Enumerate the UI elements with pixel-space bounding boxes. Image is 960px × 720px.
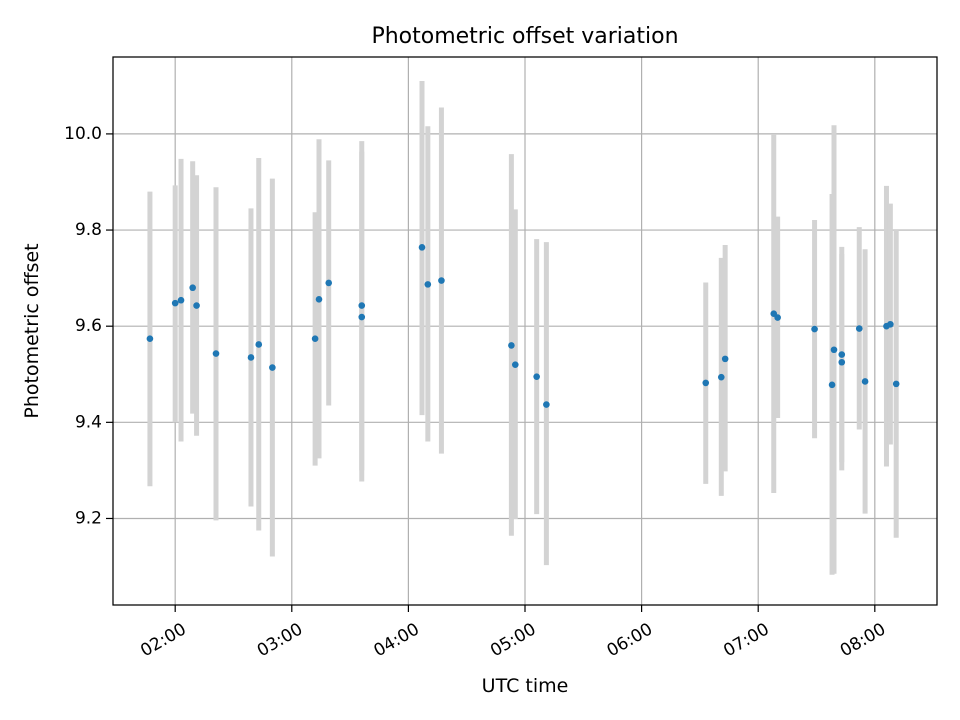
data-point bbox=[269, 364, 276, 371]
data-point bbox=[811, 325, 818, 333]
data-point bbox=[418, 244, 426, 251]
data-point bbox=[325, 279, 333, 287]
data-point bbox=[508, 342, 515, 349]
x-axis-label: UTC time bbox=[482, 675, 569, 697]
data-point bbox=[774, 314, 781, 321]
data-point bbox=[311, 335, 319, 342]
y-axis-label: Photometric offset bbox=[21, 243, 43, 418]
data-point bbox=[892, 380, 900, 388]
data-point bbox=[212, 350, 220, 357]
data-point bbox=[861, 378, 869, 385]
data-point bbox=[146, 335, 154, 342]
y-tick-label: 9.6 bbox=[75, 316, 102, 336]
data-point bbox=[438, 277, 445, 284]
data-point bbox=[193, 302, 200, 309]
data-point bbox=[830, 346, 838, 354]
chart-title: Photometric offset variation bbox=[371, 24, 678, 49]
y-tick-label: 9.2 bbox=[75, 508, 102, 528]
data-point bbox=[358, 302, 366, 309]
data-point bbox=[511, 361, 519, 368]
data-point bbox=[887, 320, 894, 328]
data-point bbox=[721, 355, 729, 363]
y-tick-label: 9.4 bbox=[75, 412, 102, 432]
data-point bbox=[424, 281, 432, 288]
data-point bbox=[855, 325, 863, 332]
data-point bbox=[533, 373, 540, 380]
data-point bbox=[717, 373, 725, 381]
data-point bbox=[255, 341, 263, 348]
data-point bbox=[838, 358, 846, 366]
data-point bbox=[702, 379, 710, 387]
data-point bbox=[189, 284, 196, 292]
data-point bbox=[838, 351, 846, 358]
y-tick-label: 10.0 bbox=[64, 124, 102, 144]
y-tick-label: 9.8 bbox=[75, 220, 102, 240]
data-point bbox=[247, 354, 255, 361]
data-point bbox=[828, 381, 836, 389]
point-layer bbox=[146, 244, 900, 408]
data-point bbox=[177, 296, 185, 304]
data-point bbox=[315, 295, 323, 303]
data-point bbox=[543, 401, 550, 408]
data-point bbox=[171, 299, 179, 307]
data-point bbox=[358, 313, 366, 321]
